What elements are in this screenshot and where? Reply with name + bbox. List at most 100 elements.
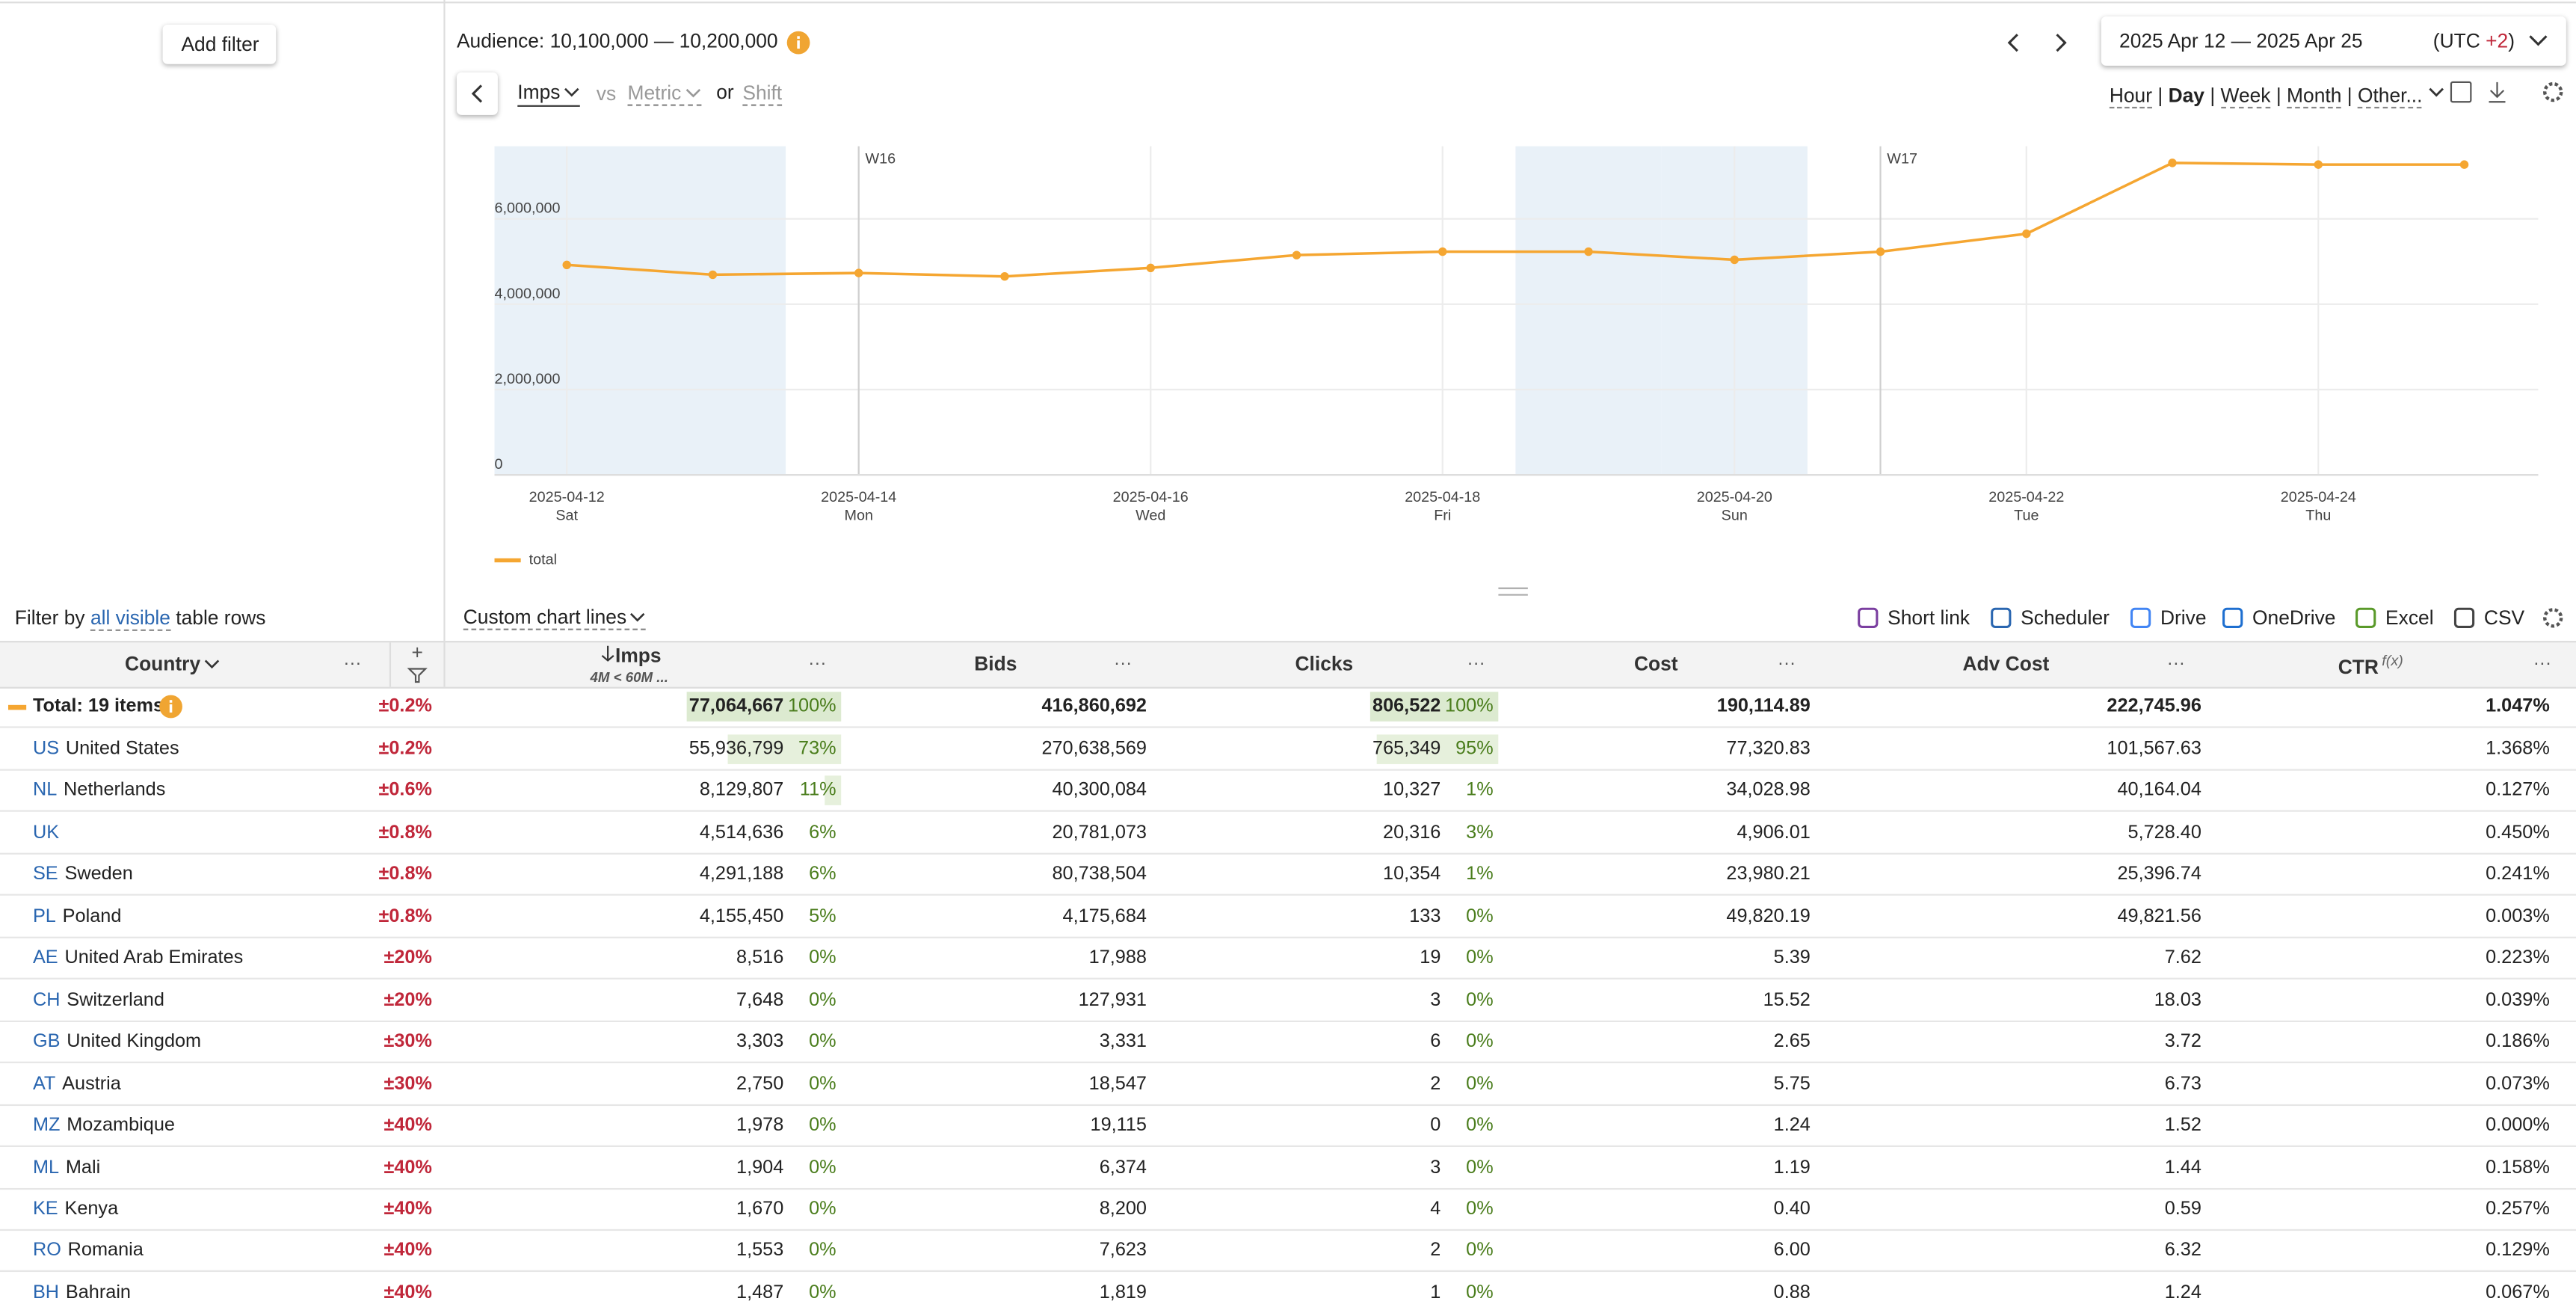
point <box>1000 271 1009 281</box>
filter-suffix: table rows <box>176 606 266 630</box>
open-icon[interactable] <box>2450 81 2472 103</box>
shift[interactable]: Shift <box>742 82 783 106</box>
column-header[interactable]: Cost <box>1633 652 1678 676</box>
action-icon <box>1858 607 1879 628</box>
imps-share: 5% <box>809 906 836 927</box>
country-name: Romania <box>67 1241 144 1261</box>
info-icon[interactable] <box>159 695 182 719</box>
adv-cost: 5,728.40 <box>2127 822 2201 843</box>
point <box>1584 247 1593 256</box>
ctr: 0.067% <box>2486 1283 2550 1303</box>
imps: 1,553 <box>736 1241 784 1261</box>
row-divider <box>0 1145 2576 1148</box>
action-label: Drive <box>2160 606 2207 630</box>
adv-cost: 18.03 <box>2154 990 2201 1010</box>
back-button[interactable] <box>457 73 498 115</box>
table-settings-icon[interactable] <box>2540 605 2566 631</box>
toolbar-action[interactable]: Scheduler <box>1989 606 2110 630</box>
column-header[interactable]: Clicks <box>1295 652 1354 676</box>
toolbar-action[interactable]: CSV <box>2453 606 2524 630</box>
chevron <box>685 88 700 98</box>
toolbar-action[interactable]: Excel <box>2354 606 2434 630</box>
imps: 1,904 <box>736 1157 784 1178</box>
download-icon[interactable] <box>2489 82 2506 103</box>
row-divider <box>0 1187 2576 1190</box>
column-menu[interactable]: ··· <box>2166 654 2185 674</box>
column-menu[interactable]: ··· <box>1777 654 1796 674</box>
bids: 270,638,569 <box>1041 739 1147 760</box>
x-tick-date: 2025-04-14 <box>821 489 896 505</box>
column-menu[interactable]: ··· <box>343 654 362 674</box>
cost: 49,820.19 <box>1726 906 1811 927</box>
point <box>1438 247 1447 256</box>
granularity-option[interactable]: Day <box>2168 84 2204 107</box>
country-name: Poland <box>62 906 122 927</box>
action-icon <box>1991 607 2012 628</box>
weekend-shade <box>1515 146 1662 476</box>
column-menu[interactable]: ··· <box>1467 654 1485 674</box>
column-header[interactable]: Bids <box>974 652 1017 676</box>
column-menu[interactable]: ··· <box>2533 654 2552 674</box>
action-icon <box>2355 607 2376 628</box>
bids: 4,175,684 <box>1062 906 1147 927</box>
point <box>1876 247 1885 256</box>
cost: 4,906.01 <box>1737 822 1811 843</box>
clicks-share: 0% <box>1466 1116 1494 1136</box>
clicks-share: 0% <box>1466 1157 1494 1178</box>
action-label: CSV <box>2483 606 2525 630</box>
metric2-select[interactable]: Metric <box>627 82 701 106</box>
column-header[interactable]: Imps <box>600 644 662 667</box>
col-divider <box>389 642 392 687</box>
column-header[interactable]: CTR f(x) <box>2338 652 2403 679</box>
ctr: 0.073% <box>2486 1074 2550 1094</box>
clicks-share: 0% <box>1466 948 1494 968</box>
next-period[interactable] <box>2056 34 2067 52</box>
column-menu[interactable]: ··· <box>1114 654 1133 674</box>
dropdown-chevron[interactable] <box>2527 31 2550 51</box>
country-name: Austria <box>62 1074 121 1094</box>
granularity-option[interactable]: Week <box>2221 84 2271 109</box>
action-icon <box>2222 607 2243 628</box>
country-code: GB <box>32 1032 61 1052</box>
info-icon[interactable] <box>786 31 810 55</box>
bids: 416,860,692 <box>1041 696 1147 717</box>
error-margin: ±20% <box>383 990 432 1010</box>
error-margin: ±0.6% <box>378 781 432 802</box>
x-tick-date: 2025-04-20 <box>1697 489 1772 505</box>
imps: 2,750 <box>736 1074 784 1094</box>
resize-handle[interactable] <box>1498 585 1531 598</box>
ctr: 0.129% <box>2486 1241 2550 1261</box>
toolbar-action[interactable]: Drive <box>2129 606 2207 630</box>
column-header[interactable]: Adv Cost <box>1962 652 2050 676</box>
adv-cost: 1.52 <box>2164 1116 2201 1136</box>
ctr: 0.223% <box>2486 948 2550 968</box>
country-name: Mozambique <box>67 1116 175 1136</box>
granularity-option[interactable]: Other... <box>2357 84 2423 109</box>
filter-prefix: Filter by <box>14 606 85 630</box>
add-filter-button[interactable] <box>162 24 277 64</box>
imps-range: 4M < 60M ... <box>590 668 668 686</box>
bids: 3,331 <box>1099 1032 1147 1052</box>
country-code: US <box>32 739 60 760</box>
country-code: AE <box>32 948 58 968</box>
add-column[interactable]: + <box>411 641 423 664</box>
row-divider <box>0 936 2576 938</box>
column-menu[interactable]: ··· <box>808 654 827 674</box>
prev-period[interactable] <box>2007 34 2018 52</box>
metric-select[interactable]: Imps <box>517 81 580 107</box>
toolbar-action[interactable]: OneDrive <box>2221 606 2335 630</box>
x-tick-weekday: Tue <box>2014 507 2039 523</box>
filter-icon[interactable] <box>407 668 428 683</box>
column-header[interactable]: Country <box>125 652 220 675</box>
granularity-option[interactable]: Month <box>2287 84 2342 109</box>
week-label: W16 <box>866 150 896 167</box>
bids: 17,988 <box>1088 948 1147 968</box>
error-margin: ±40% <box>383 1199 432 1220</box>
granularity-option[interactable]: Hour <box>2109 84 2153 109</box>
error-margin: ±40% <box>383 1283 432 1303</box>
custom-lines[interactable]: Custom chart lines <box>463 606 647 630</box>
toolbar-action[interactable]: Short link <box>1856 606 1970 630</box>
row-divider <box>0 1228 2576 1231</box>
add-filter-label[interactable]: Add filter <box>181 32 259 56</box>
adv-cost: 49,821.56 <box>2117 906 2201 927</box>
